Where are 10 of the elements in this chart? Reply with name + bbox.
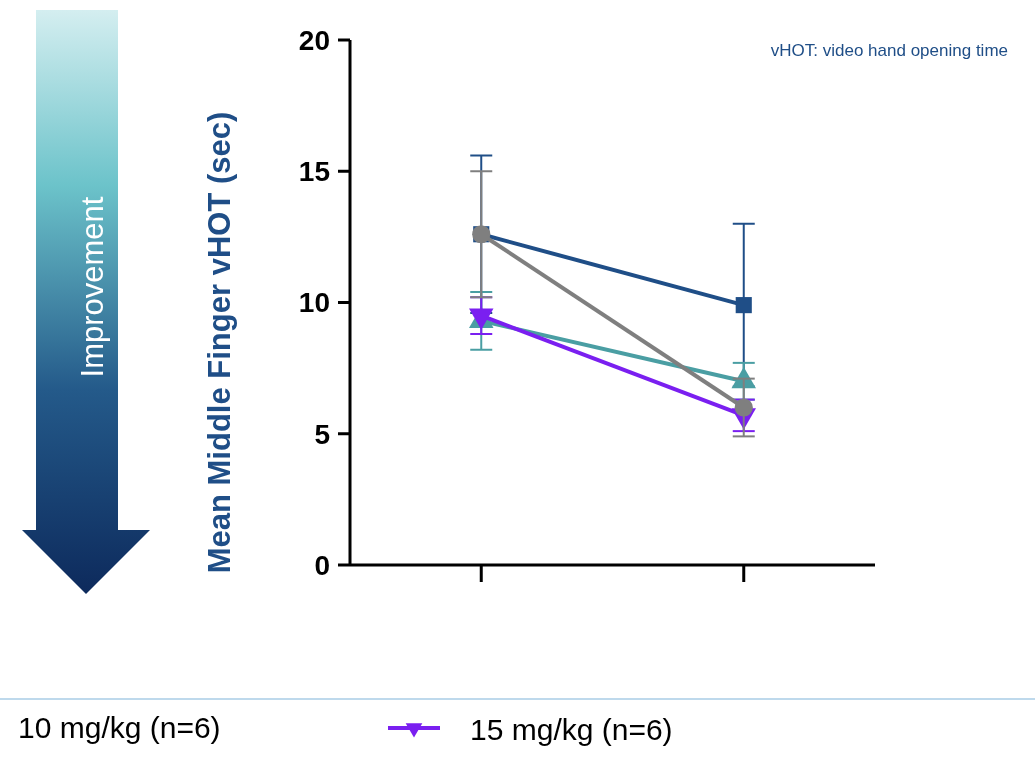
text: Improvement — [75, 196, 110, 378]
annotation: vHOT: video hand opening time — [770, 41, 1008, 60]
y-tick-label: 15 — [298, 156, 330, 188]
y-axis-title: Mean Middle Finger vHOT (sec) — [202, 111, 237, 574]
text: 10 mg/kg (n=6) — [18, 711, 221, 744]
y-tick-label: 0 — [314, 549, 330, 581]
y-tick-label: 20 — [298, 24, 330, 56]
y-tick-label: 5 — [314, 418, 330, 450]
y-tick-label: 10 — [298, 287, 330, 319]
legend-label: 15 mg/kg (n=6) — [470, 713, 673, 746]
